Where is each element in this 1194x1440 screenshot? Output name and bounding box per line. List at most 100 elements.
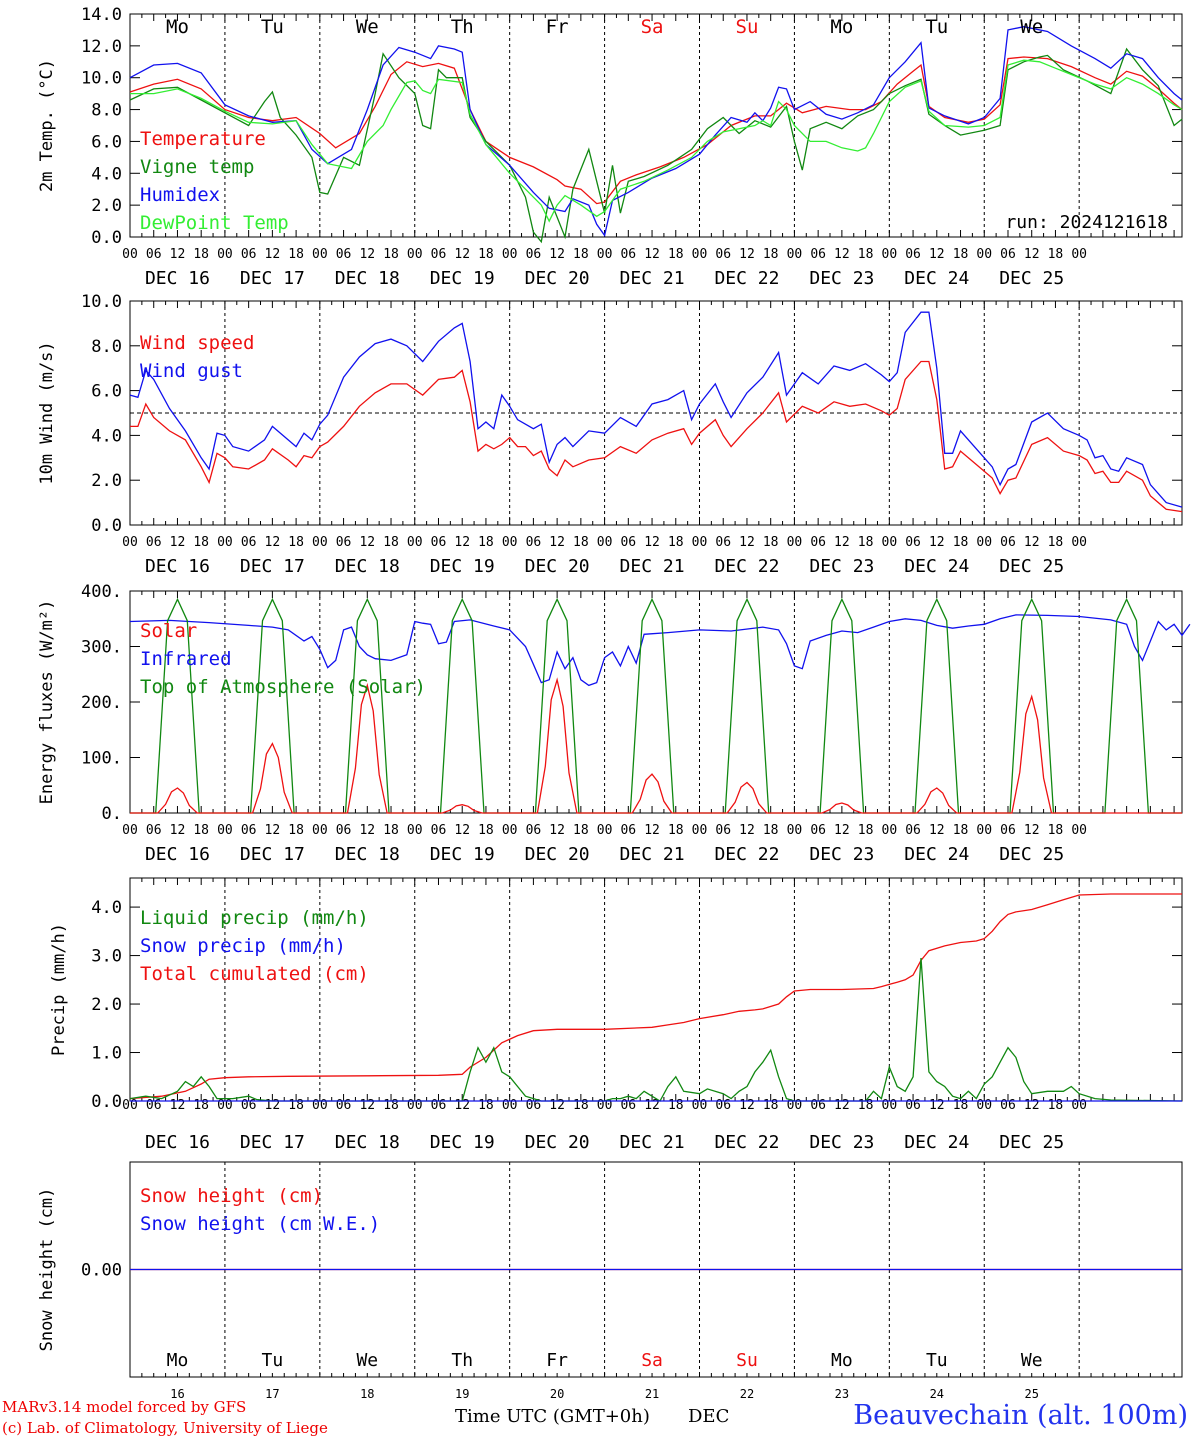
y-tick-label: 8.0 [91, 101, 122, 121]
hour-tick-label: 18 [383, 247, 399, 262]
y-tick-label: 4.0 [91, 426, 122, 446]
hour-tick-label: 18 [858, 823, 874, 838]
legend-entry: Snow height (cm) [140, 1185, 323, 1207]
y-tick-label: 6.0 [91, 382, 122, 402]
y-tick-label: 0.00 [81, 1261, 122, 1281]
hour-tick-label: 18 [383, 1098, 399, 1113]
date-label: DEC 20 [525, 1132, 590, 1153]
date-label: DEC 25 [999, 268, 1064, 289]
legend-entry: Solar [140, 620, 197, 642]
weekday-label: Tu [926, 1350, 948, 1371]
date-label: DEC 24 [904, 844, 969, 865]
date-label: DEC 21 [620, 844, 685, 865]
hour-tick-label: 18 [193, 535, 209, 550]
hour-tick-label: 00 [976, 1098, 992, 1113]
date-label: DEC 18 [335, 556, 400, 577]
date-label: DEC 21 [620, 268, 685, 289]
hour-tick-label: 06 [620, 247, 636, 262]
station-name: Beauvechain (alt. 100m) [853, 1400, 1188, 1431]
hour-tick-label: 00 [312, 247, 328, 262]
hour-tick-label: 12 [265, 247, 281, 262]
hour-tick-label: 06 [336, 823, 352, 838]
y-tick-label: 0.0 [91, 228, 122, 248]
hour-tick-label: 06 [526, 1098, 542, 1113]
date-label: DEC 24 [904, 556, 969, 577]
y-tick-label: 4.0 [91, 164, 122, 184]
hour-tick-label: 12 [929, 535, 945, 550]
hour-tick-label: 00 [1071, 247, 1087, 262]
day-number-label: 22 [740, 1387, 754, 1401]
hour-tick-label: 18 [953, 1098, 969, 1113]
hour-tick-label: 06 [715, 1098, 731, 1113]
hour-tick-label: 18 [953, 247, 969, 262]
y-tick-label: 8.0 [91, 337, 122, 357]
weekday-label: Tu [925, 16, 948, 38]
y-axis-label: 2m Temp. (°C) [37, 59, 57, 192]
hour-tick-label: 18 [573, 823, 589, 838]
date-label: DEC 24 [904, 1132, 969, 1153]
hour-tick-label: 12 [929, 823, 945, 838]
hour-tick-label: 12 [265, 1098, 281, 1113]
plot-frame [129, 13, 1183, 238]
hour-tick-label: 12 [170, 823, 186, 838]
hour-tick-label: 18 [953, 535, 969, 550]
legend-entry: Temperature [140, 128, 266, 150]
hour-tick-label: 00 [217, 247, 233, 262]
y-tick-label: 0.0 [91, 516, 122, 536]
hour-tick-label: 06 [905, 1098, 921, 1113]
hour-tick-label: 18 [1048, 247, 1064, 262]
hour-tick-label: 12 [739, 535, 755, 550]
legend-entry: Infrared [140, 648, 232, 670]
hour-tick-label: 00 [312, 823, 328, 838]
date-label: DEC 23 [809, 556, 874, 577]
date-label: DEC 25 [999, 556, 1064, 577]
hour-tick-label: 12 [739, 247, 755, 262]
hour-tick-label: 00 [597, 535, 613, 550]
hour-tick-label: 06 [715, 247, 731, 262]
hour-tick-label: 18 [478, 247, 494, 262]
hour-tick-label: 12 [265, 535, 281, 550]
hour-tick-label: 06 [620, 823, 636, 838]
hour-tick-label: 12 [1024, 1098, 1040, 1113]
hour-tick-label: 18 [288, 823, 304, 838]
hour-tick-label: 00 [407, 823, 423, 838]
hour-tick-label: 12 [359, 247, 375, 262]
day-number-label: 17 [265, 1387, 279, 1401]
hour-tick-label: 06 [526, 535, 542, 550]
hour-tick-label: 18 [288, 1098, 304, 1113]
hour-tick-label: 06 [905, 535, 921, 550]
hour-tick-label: 00 [502, 535, 518, 550]
hour-tick-label: 06 [620, 535, 636, 550]
hour-tick-label: 06 [431, 247, 447, 262]
day-number-label: 20 [550, 1387, 564, 1401]
hour-tick-label: 06 [620, 1098, 636, 1113]
date-label: DEC 18 [335, 268, 400, 289]
date-label: DEC 17 [240, 844, 305, 865]
hour-tick-label: 18 [858, 247, 874, 262]
date-label: DEC 17 [240, 1132, 305, 1153]
legend-entry: Snow precip (mm/h) [140, 935, 346, 957]
hour-tick-label: 12 [170, 1098, 186, 1113]
hour-tick-label: 00 [882, 823, 898, 838]
hour-tick-label: 00 [217, 535, 233, 550]
hour-tick-label: 12 [1024, 823, 1040, 838]
hour-tick-label: 18 [763, 247, 779, 262]
hour-tick-label: 06 [241, 247, 257, 262]
legend-entry: Wind gust [140, 360, 243, 382]
date-label: DEC 16 [145, 1132, 210, 1153]
hour-tick-label: 18 [668, 535, 684, 550]
hour-tick-label: 12 [170, 247, 186, 262]
hour-tick-label: 06 [1000, 1098, 1016, 1113]
hour-tick-label: 06 [146, 823, 162, 838]
date-label: DEC 19 [430, 268, 495, 289]
hour-tick-label: 00 [597, 823, 613, 838]
hour-tick-label: 00 [882, 1098, 898, 1113]
hour-tick-label: 06 [905, 247, 921, 262]
hour-tick-label: 00 [882, 247, 898, 262]
legend-entry: Vigne temp [140, 156, 254, 178]
weekday-label: We [1020, 16, 1043, 38]
date-label: DEC 20 [525, 268, 590, 289]
hour-tick-label: 00 [976, 535, 992, 550]
hour-tick-label: 00 [407, 535, 423, 550]
